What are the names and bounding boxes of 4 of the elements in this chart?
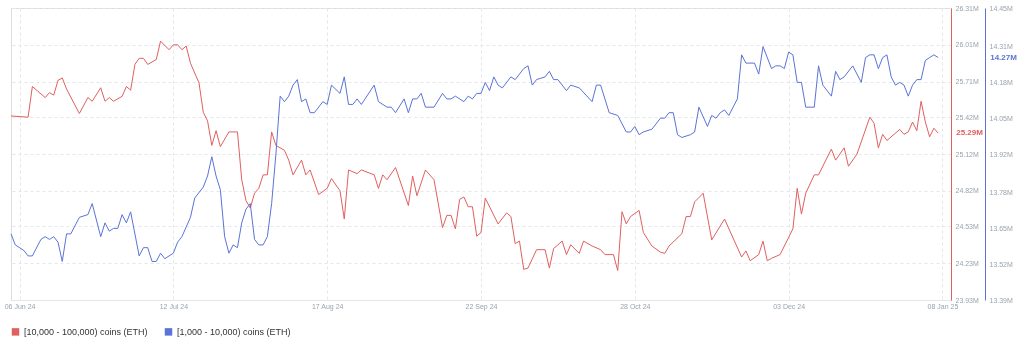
legend-label: [10,000 - 100,000) coins (ETH) (24, 326, 148, 337)
text: 25.29M (956, 128, 984, 138)
text: 14.27M (990, 52, 1018, 62)
legend-label: [1,000 - 10,000) coins (ETH) (177, 326, 291, 337)
